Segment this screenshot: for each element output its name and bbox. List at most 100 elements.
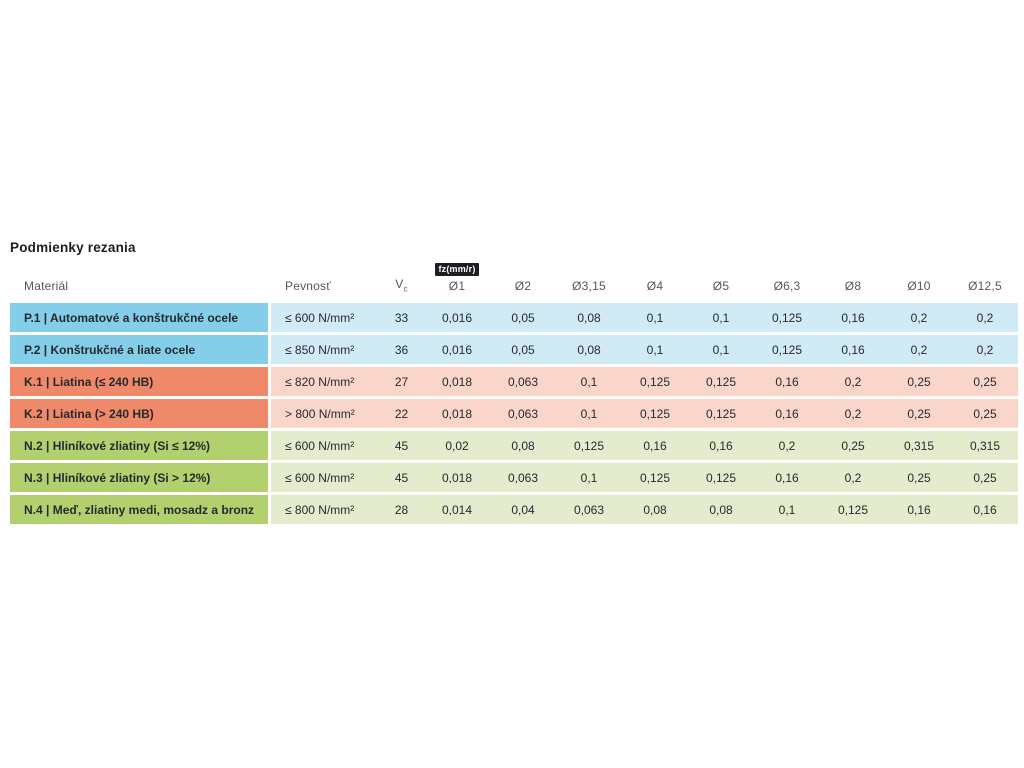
fz-cell: 0,125 (622, 463, 688, 492)
fz-cell: 0,018 (424, 463, 490, 492)
fz-cell: 0,16 (622, 431, 688, 460)
fz-cell: 0,315 (886, 431, 952, 460)
vc-cell: 22 (379, 399, 424, 428)
fz-cell: 0,2 (820, 367, 886, 396)
fz-cell: 0,25 (952, 367, 1018, 396)
table-row-k2: K.2 | Liatina (> 240 HB) > 800 N/mm² 22 … (10, 399, 1018, 428)
col-header-vc: Vc (379, 263, 424, 300)
pevnost-cell: ≤ 850 N/mm² (271, 335, 379, 364)
fz-cell: 0,16 (820, 335, 886, 364)
pevnost-cell: > 800 N/mm² (271, 399, 379, 428)
fz-cell: 0,1 (688, 303, 754, 332)
vc-symbol: V (395, 276, 404, 291)
col-header-diameter-4: Ø4 (646, 279, 664, 293)
vc-cell: 27 (379, 367, 424, 396)
pevnost-cell: ≤ 600 N/mm² (271, 431, 379, 460)
material-cell: N.2 | Hliníkové zliatiny (Si ≤ 12%) (10, 431, 271, 460)
table-row-p2: P.2 | Konštrukčné a liate ocele ≤ 850 N/… (10, 335, 1018, 364)
fz-cell: 0,1 (688, 335, 754, 364)
fz-cell: 0,016 (424, 335, 490, 364)
pevnost-cell: ≤ 600 N/mm² (271, 303, 379, 332)
fz-cell: 0,16 (754, 399, 820, 428)
fz-cell: 0,05 (490, 303, 556, 332)
fz-cell: 0,16 (886, 495, 952, 524)
vc-cell: 36 (379, 335, 424, 364)
fz-cell: 0,2 (952, 303, 1018, 332)
fz-cell: 0,08 (556, 303, 622, 332)
fz-cell: 0,1 (754, 495, 820, 524)
fz-cell: 0,063 (490, 399, 556, 428)
fz-cell: 0,1 (556, 399, 622, 428)
fz-cell: 0,014 (424, 495, 490, 524)
fz-cell: 0,125 (754, 303, 820, 332)
vc-cell: 28 (379, 495, 424, 524)
fz-cell: 0,125 (754, 335, 820, 364)
material-cell: P.2 | Konštrukčné a liate ocele (10, 335, 271, 364)
fz-cell: 0,25 (886, 399, 952, 428)
fz-cell: 0,02 (424, 431, 490, 460)
fz-cell: 0,2 (820, 463, 886, 492)
fz-cell: 0,063 (490, 463, 556, 492)
fz-cell: 0,16 (754, 367, 820, 396)
fz-cell: 0,125 (556, 431, 622, 460)
table-row-k1: K.1 | Liatina (≤ 240 HB) ≤ 820 N/mm² 27 … (10, 367, 1018, 396)
fz-cell: 0,04 (490, 495, 556, 524)
header-row: Materiál Pevnosť Vc fz(mm/r) Ø1 Ø2 Ø3,15… (10, 263, 1018, 300)
fz-cell: 0,2 (754, 431, 820, 460)
col-header-pevnost: Pevnosť (285, 279, 331, 293)
fz-cell: 0,125 (688, 399, 754, 428)
fz-cell: 0,2 (952, 335, 1018, 364)
vc-cell: 45 (379, 431, 424, 460)
cutting-conditions-table: Materiál Pevnosť Vc fz(mm/r) Ø1 Ø2 Ø3,15… (10, 260, 1018, 527)
table-row-n4: N.4 | Meď, zliatiny medi, mosadz a bronz… (10, 495, 1018, 524)
fz-cell: 0,1 (556, 367, 622, 396)
fz-cell: 0,25 (820, 431, 886, 460)
fz-cell: 0,063 (556, 495, 622, 524)
fz-cell: 0,125 (820, 495, 886, 524)
material-cell: P.1 | Automatové a konštrukčné ocele (10, 303, 271, 332)
diameter-label: Ø1 (448, 279, 466, 293)
pevnost-cell: ≤ 800 N/mm² (271, 495, 379, 524)
material-cell: K.2 | Liatina (> 240 HB) (10, 399, 271, 428)
fz-cell: 0,25 (952, 399, 1018, 428)
fz-cell: 0,08 (490, 431, 556, 460)
fz-cell: 0,16 (754, 463, 820, 492)
fz-cell: 0,16 (952, 495, 1018, 524)
fz-cell: 0,2 (820, 399, 886, 428)
fz-cell: 0,25 (886, 463, 952, 492)
fz-cell: 0,08 (622, 495, 688, 524)
table-row-p1: P.1 | Automatové a konštrukčné ocele ≤ 6… (10, 303, 1018, 332)
col-header-diameter-1: fz(mm/r) Ø1 (424, 263, 490, 300)
fz-cell: 0,25 (886, 367, 952, 396)
fz-cell: 0,315 (952, 431, 1018, 460)
page-title: Podmienky rezania (10, 240, 136, 255)
table-row-n2: N.2 | Hliníkové zliatiny (Si ≤ 12%) ≤ 60… (10, 431, 1018, 460)
fz-cell: 0,2 (886, 335, 952, 364)
fz-cell: 0,08 (556, 335, 622, 364)
fz-cell: 0,16 (688, 431, 754, 460)
fz-cell: 0,063 (490, 367, 556, 396)
col-header-diameter-6: Ø6,3 (773, 279, 801, 293)
vc-subscript: c (403, 284, 408, 293)
fz-cell: 0,125 (622, 367, 688, 396)
fz-cell: 0,125 (622, 399, 688, 428)
fz-cell: 0,16 (820, 303, 886, 332)
material-cell: N.3 | Hliníkové zliatiny (Si > 12%) (10, 463, 271, 492)
col-header-diameter-3: Ø3,15 (572, 279, 606, 293)
fz-cell: 0,1 (622, 303, 688, 332)
fz-cell: 0,2 (886, 303, 952, 332)
col-header-diameter-8: Ø10 (907, 279, 931, 293)
table-row-n3: N.3 | Hliníkové zliatiny (Si > 12%) ≤ 60… (10, 463, 1018, 492)
fz-cell: 0,018 (424, 367, 490, 396)
material-cell: N.4 | Meď, zliatiny medi, mosadz a bronz (10, 495, 271, 524)
col-header-material: Materiál (24, 279, 69, 293)
col-header-diameter-2: Ø2 (514, 279, 532, 293)
material-cell: K.1 | Liatina (≤ 240 HB) (10, 367, 271, 396)
fz-cell: 0,018 (424, 399, 490, 428)
fz-unit-badge: fz(mm/r) (435, 263, 479, 276)
fz-cell: 0,1 (556, 463, 622, 492)
fz-cell: 0,125 (688, 367, 754, 396)
fz-cell: 0,1 (622, 335, 688, 364)
fz-cell: 0,25 (952, 463, 1018, 492)
